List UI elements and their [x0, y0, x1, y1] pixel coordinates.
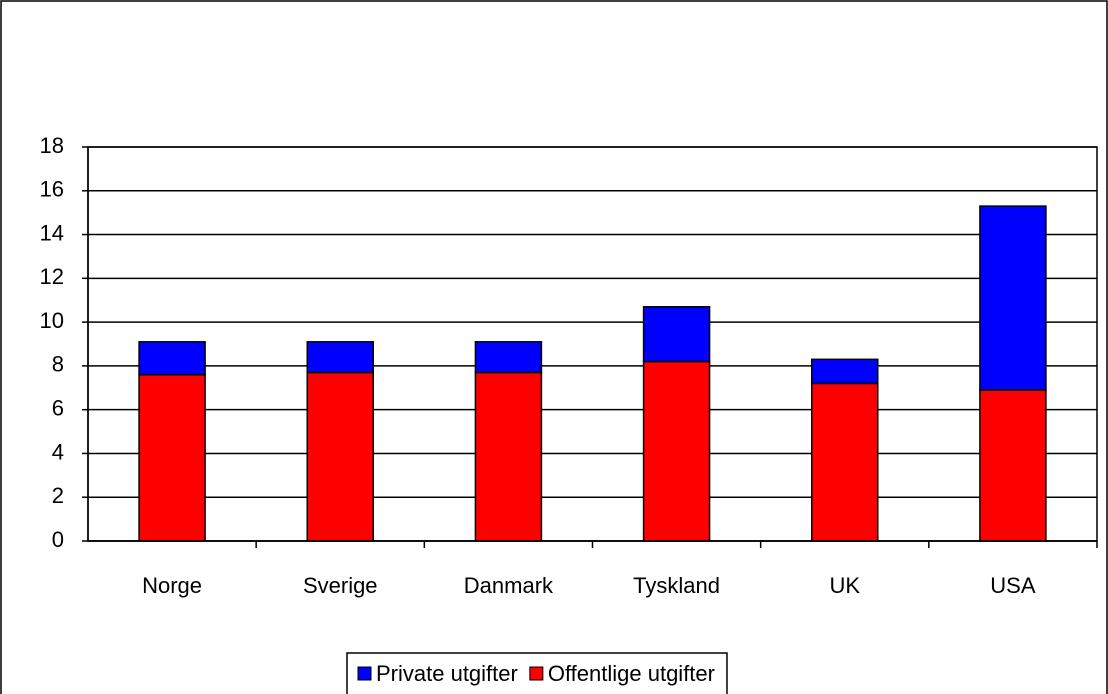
- bar-segment: [811, 382, 879, 542]
- x-tick-label: Tyskland: [633, 573, 720, 598]
- y-tick-label: 4: [52, 439, 64, 464]
- y-tick-label: 0: [52, 527, 64, 552]
- bar-segment: [138, 373, 206, 542]
- bar-segment: [306, 371, 374, 542]
- x-tick-label: Danmark: [464, 573, 554, 598]
- legend-swatch: [529, 666, 544, 681]
- bar-segment: [979, 389, 1047, 542]
- y-tick-label: 6: [52, 395, 64, 420]
- x-tick-label: USA: [990, 573, 1036, 598]
- legend-label: Private utgifter: [376, 661, 518, 686]
- plot-border: [87, 146, 1098, 542]
- y-tick-label: 2: [52, 483, 64, 508]
- legend-swatch: [357, 666, 372, 681]
- y-tick-label: 16: [40, 177, 64, 202]
- bar-segment: [306, 341, 374, 374]
- y-tick-label: 14: [40, 220, 64, 245]
- bar-segment: [474, 341, 543, 374]
- y-tick-label: 8: [52, 352, 64, 377]
- bar-segment: [474, 371, 543, 542]
- bar-segment: [642, 306, 711, 363]
- bar-segment: [642, 360, 711, 542]
- plot-area: [88, 147, 1097, 541]
- bar-segment: [979, 205, 1047, 391]
- bar-segment: [811, 358, 879, 385]
- y-tick-label: 18: [40, 133, 64, 158]
- y-tick-label: 10: [40, 308, 64, 333]
- x-tick-label: UK: [829, 573, 860, 598]
- x-tick-label: Norge: [142, 573, 202, 598]
- bar-segment: [138, 341, 206, 376]
- y-tick-label: 12: [40, 264, 64, 289]
- legend-label: Offentlige utgifter: [548, 661, 715, 686]
- x-tick-label: Sverige: [303, 573, 378, 598]
